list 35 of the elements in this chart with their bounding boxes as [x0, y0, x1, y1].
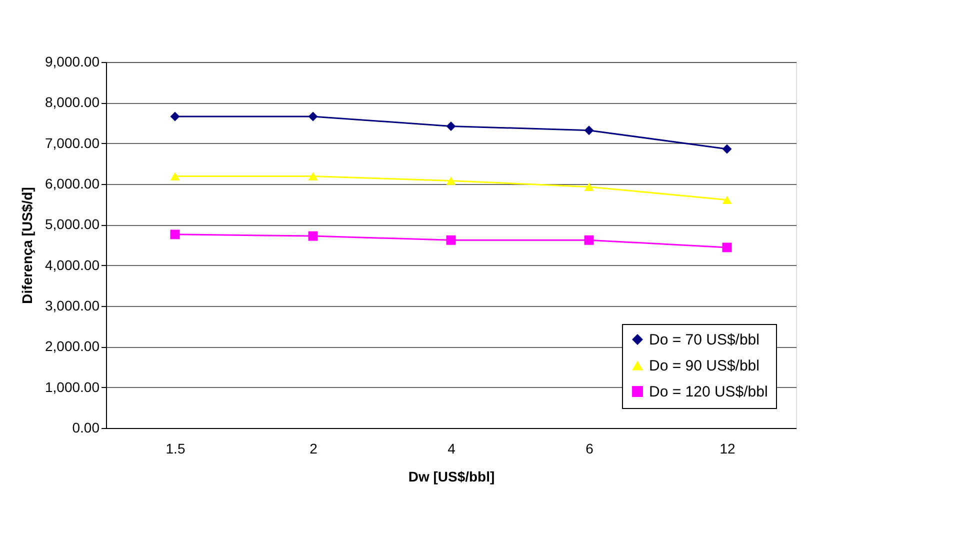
point [722, 242, 732, 252]
y-tick-label: 8,000.00 [45, 94, 100, 110]
y-tick-label: 4,000.00 [45, 256, 100, 273]
point [170, 230, 180, 240]
point [584, 182, 594, 191]
y-tick-label: 2,000.00 [45, 338, 100, 354]
x-tick-label: 12 [720, 440, 736, 456]
point [308, 231, 318, 241]
point [722, 196, 732, 204]
point [308, 112, 318, 122]
point [446, 176, 456, 185]
point [584, 126, 594, 136]
point [722, 144, 732, 154]
point [308, 172, 318, 180]
point [170, 112, 180, 122]
y-axis-title: Diferença [US$/d] [19, 187, 36, 304]
y-tick-label: 7,000.00 [45, 134, 100, 151]
legend-label: Do = 90 US$/bbl [649, 358, 760, 374]
y-tick-label: 9,000.00 [45, 54, 100, 70]
x-tick-label: 6 [586, 440, 594, 456]
x-axis-title: Dw [US$/bbl] [408, 468, 495, 484]
point [170, 172, 180, 180]
point [446, 235, 456, 245]
x-tick-label: 2 [310, 440, 318, 456]
y-tick-label: 3,000.00 [45, 298, 100, 314]
x-tick-label: 4 [448, 440, 456, 456]
y-tick-label: 0.00 [72, 420, 100, 436]
point [446, 122, 456, 131]
y-tick-label: 5,000.00 [45, 216, 100, 232]
point [584, 235, 594, 245]
legend-label: Do = 120 US$/bbl [649, 384, 768, 400]
legend-label: Do = 70 US$/bbl [649, 332, 760, 348]
y-tick-label: 6,000.00 [45, 176, 100, 192]
x-tick-label: 1.5 [166, 440, 186, 456]
y-tick-label: 1,000.00 [45, 378, 100, 395]
